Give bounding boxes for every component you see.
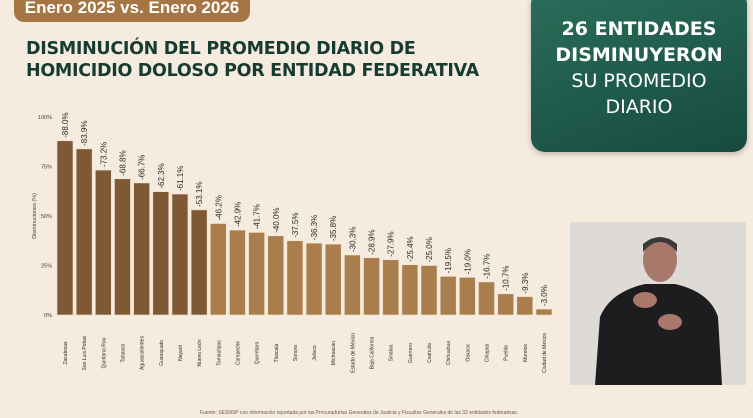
bar (209, 223, 227, 316)
bar (56, 140, 74, 316)
data-label: -3.0% (540, 285, 549, 306)
bar (459, 277, 476, 316)
data-label: -61.1% (176, 166, 185, 191)
x-tick-label: Ciudad de México (542, 333, 548, 373)
y-tick-label: 25% (41, 264, 52, 270)
bar (305, 242, 323, 316)
x-tick-label: Baja California (370, 337, 376, 370)
data-label: -88.0% (61, 112, 70, 137)
x-tick-label: Chiapas (485, 343, 491, 362)
bar (267, 235, 285, 316)
card-line-1: 26 ENTIDADES (561, 18, 717, 40)
data-label: -66.7% (138, 155, 147, 180)
data-label: -83.9% (80, 121, 89, 146)
data-label: -19.5% (444, 248, 453, 273)
bar (535, 308, 553, 316)
title-line-2: HOMICIDIO DOLOSO POR ENTIDAD FEDERATIVA (26, 61, 479, 81)
bar (478, 281, 495, 316)
card-line-2: DISMINUYERON (555, 44, 723, 66)
bar (382, 259, 400, 316)
bar (497, 293, 514, 316)
x-tick-label: Guerrero (408, 343, 414, 363)
data-label: -19.0% (463, 249, 472, 274)
data-label: -68.8% (118, 150, 127, 175)
y-tick-label: 50% (41, 214, 52, 220)
x-tick-label: Coahuila (427, 343, 433, 363)
bar (95, 169, 112, 316)
data-label: -53.1% (195, 182, 204, 207)
data-label: -73.2% (99, 142, 108, 167)
x-tick-label: Nayarit (178, 344, 184, 360)
bar (152, 191, 170, 316)
data-label: -25.0% (425, 237, 434, 262)
x-tick-label: Oaxaca (465, 344, 471, 361)
x-tick-label: Tamaulipas (216, 340, 222, 366)
x-tick-label: Aguascalientes (140, 336, 146, 370)
bar (420, 265, 438, 316)
card-line-4: DIARIO (605, 96, 673, 118)
summary-card: 26 ENTIDADES DISMINUYERON SU PROMEDIO DI… (531, 0, 747, 152)
x-tick-label: Querétaro (255, 342, 261, 365)
data-label: -30.3% (348, 227, 357, 252)
bar (344, 254, 361, 316)
x-tick-label: Michoacán (331, 341, 337, 365)
x-tick-label: Zacatecas (63, 341, 69, 365)
period-text: Enero 2025 vs. Enero 2026 (24, 0, 240, 17)
x-tick-label: Chihuahua (446, 341, 452, 365)
data-label: -10.7% (502, 265, 511, 290)
bar (229, 229, 246, 316)
data-label: -35.8% (329, 216, 338, 241)
data-label: -28.9% (368, 229, 377, 254)
x-tick-label: Guanajuato (159, 340, 165, 366)
data-label: -40.0% (272, 207, 281, 232)
period-badge: Enero 2025 vs. Enero 2026 (14, 0, 250, 22)
data-label: -36.3% (310, 215, 319, 240)
bar (190, 209, 208, 316)
data-label: -27.9% (387, 231, 396, 256)
data-label: -25.4% (406, 236, 415, 261)
x-tick-label: Sinaloa (389, 344, 395, 361)
x-tick-label: Puebla (504, 345, 510, 361)
card-line-3: SU PROMEDIO (571, 70, 707, 92)
y-tick-label: 75% (41, 165, 52, 171)
chart-title: DISMINUCIÓN DEL PROMEDIO DIARIO DE HOMIC… (26, 38, 516, 82)
y-tick-label: 0% (44, 313, 52, 319)
x-tick-label: Sonora (293, 345, 299, 361)
data-label: -42.9% (233, 202, 242, 227)
bar (516, 296, 534, 316)
x-tick-label: Estado de México (350, 333, 356, 373)
data-label: -37.5% (291, 212, 300, 237)
x-tick-label: Campeche (235, 341, 241, 365)
bar (171, 193, 189, 316)
x-tick-label: Nuevo León (197, 339, 203, 366)
bar (133, 182, 150, 316)
title-line-1: DISMINUCIÓN DEL PROMEDIO DIARIO DE (26, 39, 416, 59)
source-note: Fuente: SESNSP con información reportada… (200, 410, 519, 416)
x-tick-label: Morelos (523, 344, 529, 362)
x-tick-label: Tlaxcala (274, 343, 280, 362)
bar (363, 257, 380, 316)
y-axis-label: Disminuciones (%) (32, 193, 38, 239)
data-label: -46.2% (214, 195, 223, 220)
x-tick-label: San Luis Potosí (82, 335, 88, 371)
data-label: -62.3% (157, 163, 166, 188)
bar (248, 232, 265, 316)
sign-language-interpreter-video (570, 222, 746, 385)
bar (114, 178, 131, 316)
bar (286, 240, 304, 316)
interpreter-figure (570, 222, 746, 385)
bar (75, 148, 93, 316)
bar (439, 276, 457, 316)
bar (401, 264, 419, 316)
x-tick-label: Jalisco (312, 345, 318, 361)
data-label: -16.7% (483, 254, 492, 279)
y-tick-label: 100% (38, 115, 52, 121)
data-label: -9.3% (521, 273, 530, 294)
x-tick-label: Tabasco (120, 343, 126, 362)
x-tick-label: Quintana Roo (101, 337, 107, 368)
bar (324, 243, 342, 316)
data-label: -41.7% (253, 204, 262, 229)
